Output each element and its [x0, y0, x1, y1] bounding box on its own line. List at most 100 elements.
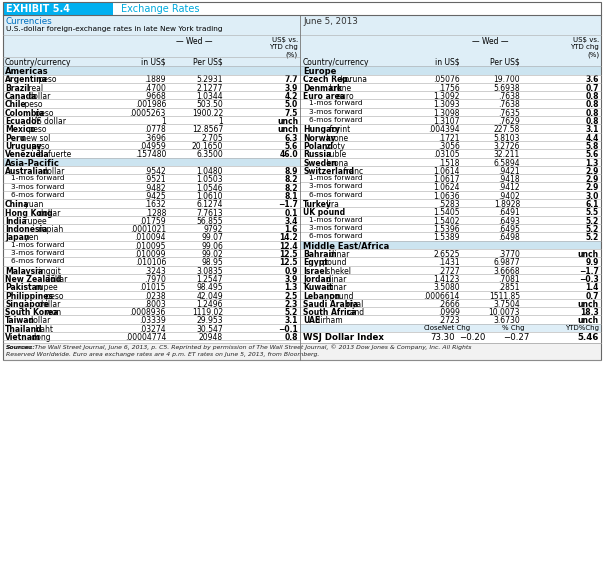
Text: 1.0480: 1.0480	[196, 167, 223, 176]
Text: peso: peso	[43, 292, 63, 300]
Text: 1119.02: 1119.02	[192, 308, 223, 317]
Text: rupee: rupee	[22, 217, 47, 226]
Text: 3.1: 3.1	[284, 317, 298, 325]
Text: 42.049: 42.049	[196, 292, 223, 300]
Bar	[300, 332, 601, 343]
Bar	[3, 343, 601, 360]
Text: 14.2: 14.2	[280, 233, 298, 242]
Text: 5.6938: 5.6938	[493, 84, 520, 93]
Text: .1288: .1288	[144, 208, 166, 218]
Text: Mexico: Mexico	[5, 125, 36, 135]
Text: 6.3: 6.3	[284, 133, 298, 143]
Text: .157480: .157480	[135, 150, 166, 159]
Text: 73.30: 73.30	[431, 333, 455, 342]
Text: ringgit: ringgit	[33, 267, 60, 276]
Text: 3.9: 3.9	[284, 275, 298, 284]
Text: in US$: in US$	[435, 58, 460, 67]
Text: 6-mos forward: 6-mos forward	[309, 117, 362, 123]
Text: 1.0344: 1.0344	[196, 92, 223, 101]
Text: Brazil: Brazil	[5, 84, 30, 93]
Text: 12.5: 12.5	[280, 250, 298, 259]
Text: Peru: Peru	[5, 133, 25, 143]
Text: 4.2: 4.2	[284, 92, 298, 101]
Bar	[3, 2, 601, 360]
Text: Philippines: Philippines	[5, 292, 53, 300]
Text: 5.2: 5.2	[586, 216, 599, 226]
Bar	[3, 35, 601, 57]
Text: Sources:: Sources:	[6, 345, 36, 350]
Text: Chile: Chile	[5, 100, 27, 110]
Text: peso: peso	[36, 75, 57, 85]
Text: 99.02: 99.02	[201, 250, 223, 259]
Text: .0005263: .0005263	[130, 108, 166, 118]
Text: .0008936: .0008936	[130, 308, 166, 317]
Text: .2727: .2727	[439, 267, 460, 276]
Text: Country/currency: Country/currency	[303, 58, 370, 67]
Text: Colombia: Colombia	[5, 108, 45, 118]
Text: baht: baht	[33, 325, 53, 333]
Text: 29.953: 29.953	[196, 317, 223, 325]
Text: .9542: .9542	[144, 167, 166, 176]
Text: won: won	[43, 308, 61, 317]
Text: rupee: rupee	[33, 283, 57, 292]
Bar	[3, 2, 113, 15]
Text: ruble: ruble	[324, 150, 346, 159]
Text: .9668: .9668	[144, 92, 166, 101]
Text: .010095: .010095	[135, 242, 166, 251]
Text: 9792: 9792	[204, 225, 223, 234]
Text: 1.6: 1.6	[284, 225, 298, 234]
Text: % Chg: % Chg	[503, 325, 525, 331]
Text: real: real	[26, 84, 43, 93]
Text: 0.7: 0.7	[585, 292, 599, 300]
Text: Close: Close	[423, 325, 442, 331]
Text: yuan: yuan	[22, 200, 43, 209]
Text: dong: dong	[29, 333, 51, 342]
Text: 3-mos forward: 3-mos forward	[309, 183, 362, 190]
Text: EXHIBIT 5.4: EXHIBIT 5.4	[6, 4, 70, 14]
Text: 5.46: 5.46	[577, 333, 599, 342]
Text: 0.8: 0.8	[585, 100, 599, 110]
Text: 4.4: 4.4	[586, 133, 599, 143]
Text: 5.2: 5.2	[586, 225, 599, 234]
Text: Ecuador: Ecuador	[5, 117, 40, 126]
Text: 2.3: 2.3	[284, 300, 298, 309]
Text: Thailand: Thailand	[5, 325, 43, 333]
Text: 1.3: 1.3	[586, 158, 599, 168]
Text: rupiah: rupiah	[36, 225, 63, 234]
Text: 1.5389: 1.5389	[434, 233, 460, 242]
Text: .3696: .3696	[144, 133, 166, 143]
Text: .1889: .1889	[144, 75, 166, 85]
Text: 7.7613: 7.7613	[196, 208, 223, 218]
Text: .4700: .4700	[144, 84, 166, 93]
Text: 32.211: 32.211	[493, 150, 520, 159]
Bar	[300, 324, 601, 332]
Text: .9418: .9418	[498, 175, 520, 184]
Text: Argentina: Argentina	[5, 75, 48, 85]
Text: .0001021: .0001021	[130, 225, 166, 234]
Text: unch: unch	[578, 300, 599, 309]
Text: 1.3098: 1.3098	[434, 108, 460, 118]
Text: Hungary: Hungary	[303, 125, 340, 135]
Text: Russia: Russia	[303, 150, 331, 159]
Text: 98.495: 98.495	[196, 283, 223, 292]
Text: 7.7: 7.7	[284, 75, 298, 85]
Text: .9412: .9412	[498, 183, 520, 193]
Text: .00004774: .00004774	[124, 333, 166, 342]
Text: 99.07: 99.07	[201, 233, 223, 242]
Text: .7635: .7635	[498, 108, 520, 118]
Text: 5.8103: 5.8103	[493, 133, 520, 143]
Text: b. fuerte: b. fuerte	[36, 150, 71, 159]
Text: −0.20: −0.20	[458, 333, 485, 342]
Text: .9482: .9482	[144, 184, 166, 193]
Text: 18.3: 18.3	[580, 308, 599, 317]
Text: 30.547: 30.547	[196, 325, 223, 333]
Text: 1-mos forward: 1-mos forward	[11, 175, 65, 182]
Text: 8.1: 8.1	[284, 192, 298, 201]
Text: dollar: dollar	[26, 92, 50, 101]
Text: dinar: dinar	[324, 283, 346, 292]
Text: .8003: .8003	[144, 300, 166, 309]
Text: 5.2: 5.2	[586, 233, 599, 242]
Text: Per US$: Per US$	[490, 58, 520, 67]
Text: .7638: .7638	[498, 100, 520, 110]
Text: Lebanon: Lebanon	[303, 292, 340, 300]
